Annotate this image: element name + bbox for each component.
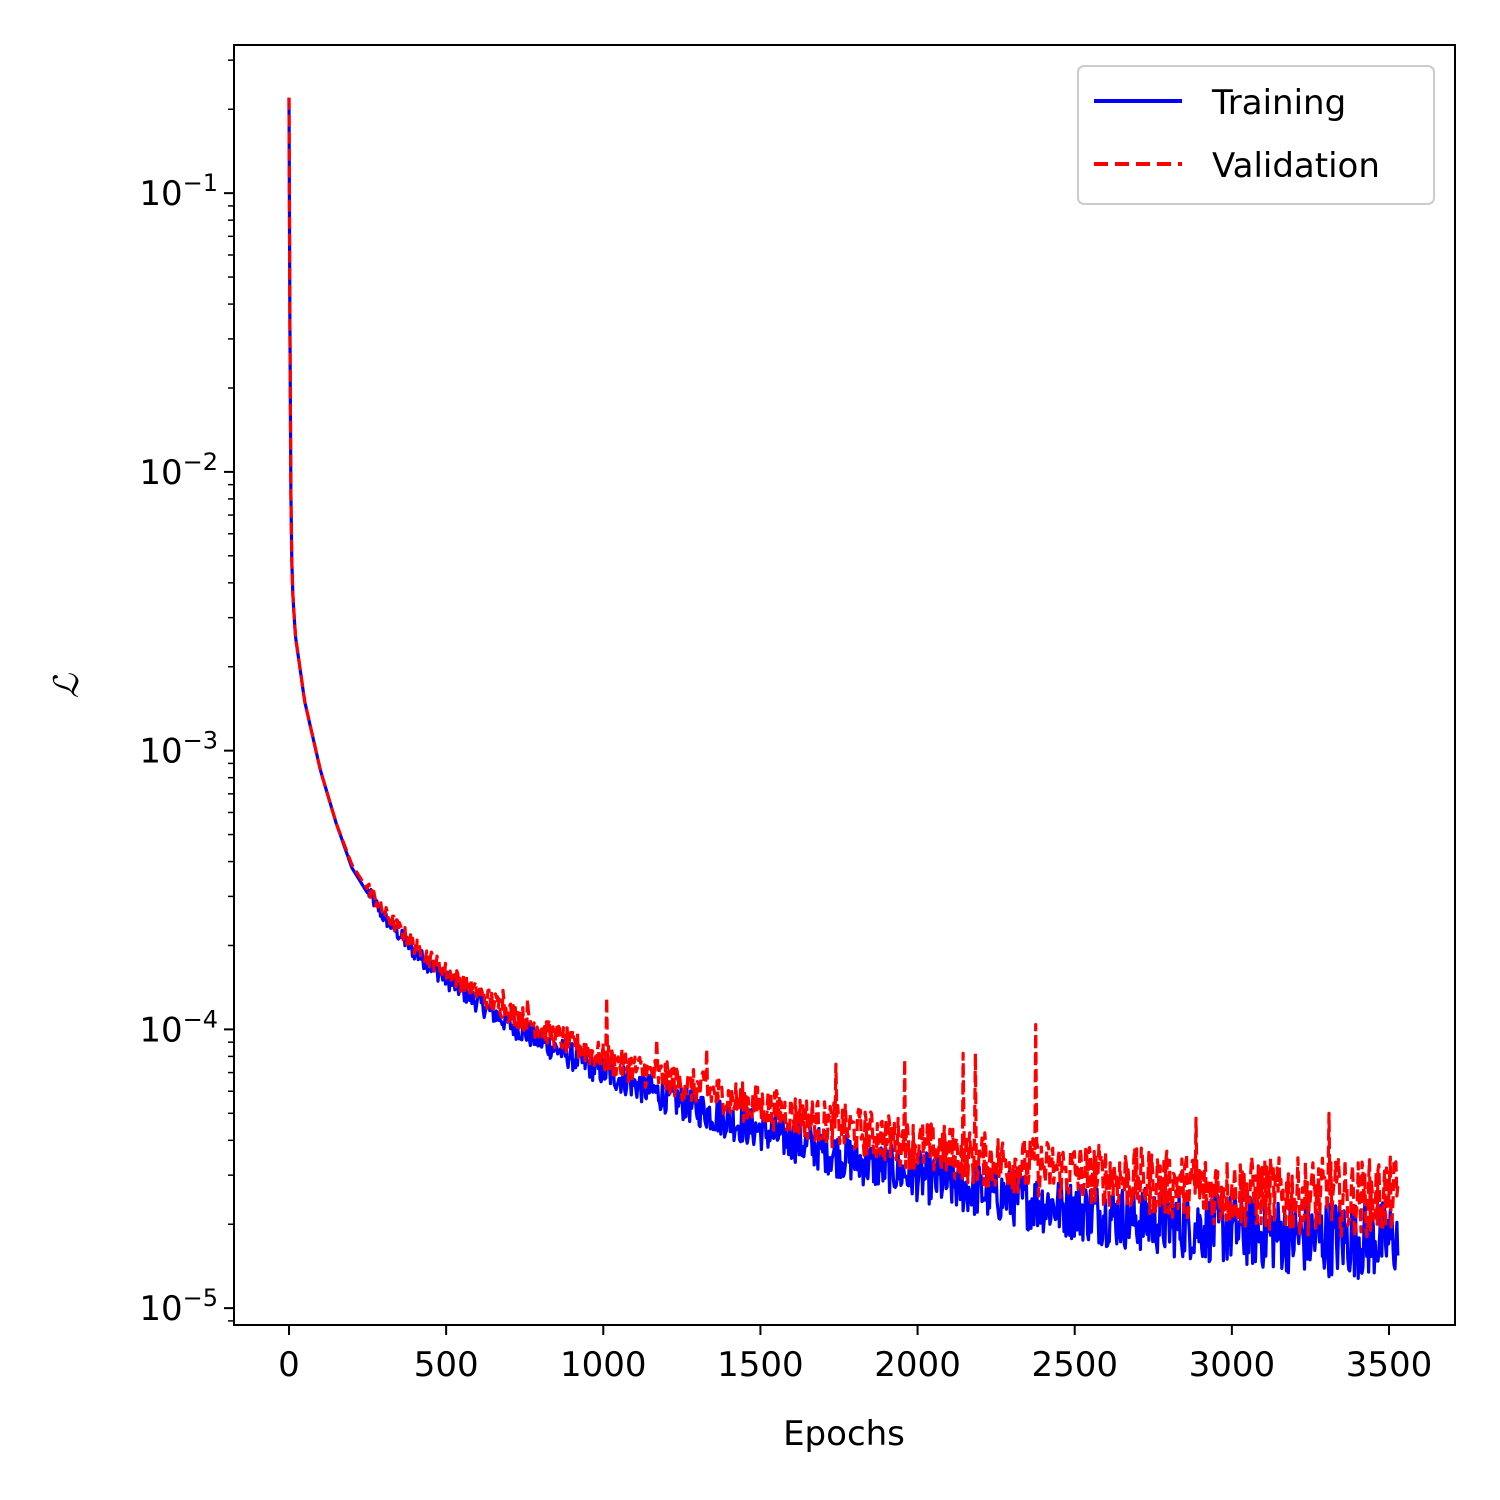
x-tick-label: 2500	[1031, 1345, 1118, 1385]
x-tick-label: 2000	[874, 1345, 961, 1385]
y-tick-exponent: −4	[183, 1005, 218, 1033]
x-axis-title: Epochs	[783, 1414, 905, 1454]
x-tick-label: 3500	[1346, 1345, 1433, 1385]
y-tick-label: 10−4	[139, 1005, 218, 1050]
y-tick-exponent: −2	[183, 448, 218, 476]
legend: Training Validation	[1077, 65, 1435, 205]
x-tick-label: 1500	[717, 1345, 804, 1385]
x-tick-label: 1000	[560, 1345, 647, 1385]
y-tick-label: 10−1	[139, 169, 218, 214]
y-tick-exponent: −1	[183, 169, 218, 197]
series-line-validation	[287, 97, 1400, 1239]
y-tick-base: 10	[139, 174, 182, 214]
y-tick-label: 10−2	[139, 448, 218, 493]
series-layer	[287, 97, 1400, 1280]
x-tick-label: 0	[278, 1345, 300, 1385]
x-axis: 0 500 1000 1500 2000 2500 3000 3500	[278, 1325, 1432, 1385]
x-tick-label: 3000	[1189, 1345, 1276, 1385]
y-tick-base: 10	[139, 732, 182, 772]
legend-label-training: Training	[1211, 83, 1346, 123]
y-axis: 10−510−410−310−210−1	[139, 59, 234, 1329]
x-tick-label: 500	[414, 1345, 479, 1385]
y-tick-exponent: −5	[183, 1284, 218, 1312]
y-tick-base: 10	[139, 453, 182, 493]
y-axis-title: ℒ	[47, 672, 87, 698]
y-tick-label: 10−3	[139, 727, 218, 772]
series-line-training	[287, 97, 1400, 1280]
y-tick-base: 10	[139, 1289, 182, 1329]
legend-label-validation: Validation	[1212, 146, 1380, 186]
axes-frame	[233, 44, 1456, 1326]
y-tick-base: 10	[139, 1010, 182, 1050]
y-tick-exponent: −3	[183, 727, 218, 755]
y-tick-label: 10−5	[139, 1284, 218, 1329]
